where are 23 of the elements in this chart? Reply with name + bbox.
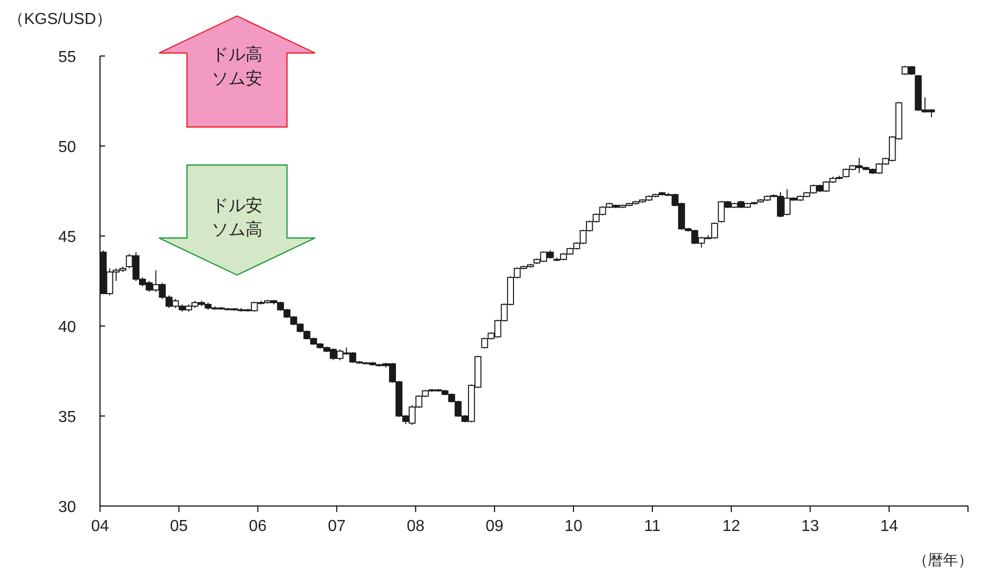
x-tick-label: 04 [91, 518, 109, 535]
y-tick-label: 50 [58, 139, 76, 156]
annotation: ソム高 [212, 220, 262, 239]
x-tick-label: 14 [880, 518, 898, 535]
x-tick-label: 08 [406, 518, 425, 535]
x-tick-label: 12 [722, 518, 740, 535]
x-tick-label: 06 [248, 518, 267, 535]
annotation: ドル高 [212, 45, 262, 64]
y-tick-label: 40 [58, 319, 76, 336]
y-tick-label: 35 [58, 409, 76, 426]
y-tick-label: 55 [58, 49, 76, 66]
x-tick-label: 10 [564, 518, 582, 535]
x-tick-label: 05 [170, 518, 188, 535]
x-axis-title: （暦年） [913, 552, 973, 569]
annotation: ソム安 [212, 69, 262, 88]
y-tick-label: 45 [58, 229, 76, 246]
y-tick-label: 30 [58, 499, 76, 516]
annotation: ドル安 [212, 196, 262, 215]
y-axis-title: （KGS/USD） [8, 11, 112, 28]
x-tick-label: 07 [328, 518, 346, 535]
x-tick-label: 13 [801, 518, 820, 535]
x-tick-label: 11 [644, 518, 661, 535]
x-tick-label: 09 [486, 518, 504, 535]
